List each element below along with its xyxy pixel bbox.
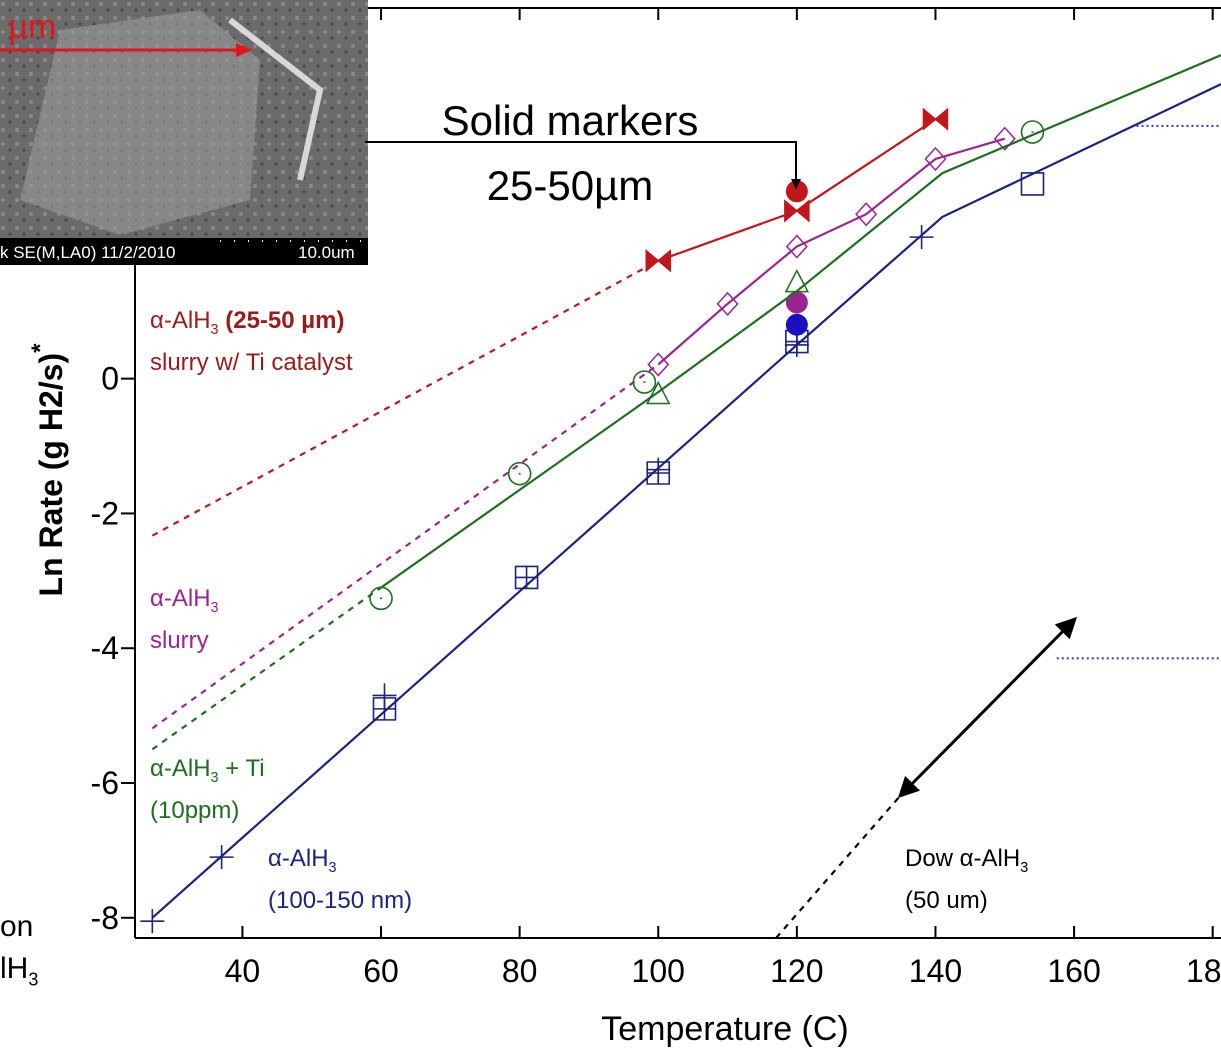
y-tick-label: -4 [91,630,119,666]
info-bar [0,238,368,265]
y-axis-label-note: * [27,343,54,353]
x-tick-label: 100 [632,953,685,989]
series-label: α-AlH3 [150,585,219,616]
series-label: α-AlH3 [268,845,337,876]
y-tick-label: -6 [91,765,119,801]
series-line [657,137,1006,366]
series-label-part: + Ti [219,755,265,782]
series-label-part: (10ppm) [150,797,239,824]
data-point [372,697,397,721]
data-point [632,370,657,394]
y-tick-label: -2 [91,495,119,531]
x-tick-label: 140 [909,953,962,989]
series-label-part: 3 [211,600,219,616]
data-point [646,461,671,485]
x-tick-label: 40 [225,953,261,989]
data-point [785,291,808,314]
series-label-part: 3 [211,322,219,338]
data-point [716,291,739,316]
data-point [909,225,934,250]
series-label: slurry [150,627,209,654]
inset-image: 5 µm k SE(M,LA0) 11/2/2010 10.0um [0,0,368,265]
data-point [785,313,808,336]
callout-line [365,141,801,189]
data-point [209,845,234,870]
series-label-part: α-AlH [150,307,211,334]
data-point [646,380,671,405]
y-tick-label: -8 [91,900,119,936]
x-tick-label: 160 [1047,953,1100,989]
x-axis-label: Temperature (C) [601,1010,849,1048]
data-point [1020,120,1045,144]
series-line [151,586,382,751]
data-point [855,202,878,227]
series-label-part: slurry w/ Ti catalyst [150,349,353,376]
data-point [784,269,810,293]
series-label: α-AlH3 (25-50 µm) [150,307,344,338]
particle-edge [228,17,324,181]
x-tick-label: 120 [770,953,823,989]
series-line [775,794,902,939]
data-point [1020,172,1045,196]
y-axis-label-text: Ln Rate (g H2/s) [33,353,69,597]
x-tick-label: 180 [1186,953,1221,989]
series-label-part: 3 [1020,860,1028,876]
series-line [151,83,1221,919]
series-label-part: 3 [211,770,219,786]
series-label: α-AlH3 + Ti [150,755,265,786]
data-point [369,586,393,611]
side-text: lH3 [0,952,38,990]
series-line [151,363,659,730]
data-point [140,909,165,934]
y-axis-label: Ln Rate (g H2/s)* [27,343,69,597]
y-tick-label: 0 [101,361,119,397]
series-label: Dow α-AlH3 [905,845,1028,876]
side-text-part: on [0,910,33,943]
series-label: (10ppm) [150,797,239,824]
side-text-part: 3 [28,970,38,990]
x-tick-label: 60 [363,953,399,989]
data-point [645,249,671,273]
series-label: (50 um) [905,887,988,914]
series-line [151,259,659,537]
side-text-part: lH [0,952,28,985]
data-point [514,565,539,590]
series-label-part: Dow α-AlH [905,845,1020,872]
series-line [897,616,1078,799]
scale-label: 5 µm [0,8,56,46]
series-label-part: α-AlH [268,845,329,872]
series-label-part: (50 um) [905,887,988,914]
inset-scale-bar: 10.0um [298,243,355,262]
scale-arrowhead [236,43,252,57]
series-label-part: slurry [150,627,209,654]
data-point [647,352,670,377]
series-label: (100-150 nm) [268,887,412,914]
data-point [993,126,1016,151]
series-label: slurry w/ Ti catalyst [150,349,353,376]
series-label-part: α-AlH [150,755,211,782]
data-point [507,461,532,486]
callout: Solid markers 25-50µm [365,97,801,209]
series-label-part: 3 [329,860,337,876]
callout-text: Solid markers [442,97,699,144]
particle [20,10,260,235]
data-point [922,107,949,131]
data-point [784,199,810,223]
inset-footer: k SE(M,LA0) 11/2/2010 [0,243,175,262]
data-point [785,234,808,259]
side-text: on [0,910,33,943]
series-label-part: (25-50 µm) [219,307,345,334]
x-tick-label: 80 [502,953,538,989]
data-point [924,146,947,172]
series-label-part: (100-150 nm) [268,887,412,914]
series-label-part: α-AlH [150,585,211,612]
callout-text: 25-50µm [487,162,654,209]
